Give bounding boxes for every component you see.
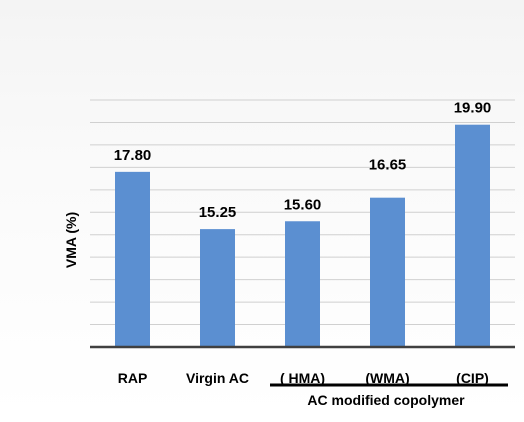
bar — [200, 229, 235, 347]
data-label: 15.60 — [284, 196, 322, 213]
category-labels: RAP Virgin AC ( HMA) (WMA) (CIP) — [118, 370, 489, 386]
bar — [285, 221, 320, 347]
data-label: 16.65 — [369, 157, 407, 174]
value-labels: 17.80 15.25 15.60 16.65 19.90 — [114, 100, 492, 221]
x-tick-label: (CIP) — [456, 370, 489, 386]
x-tick-label: (WMA) — [365, 370, 409, 386]
group-label: AC modified copolymer — [307, 392, 465, 408]
data-label: 15.25 — [199, 204, 237, 221]
x-tick-label: RAP — [118, 370, 148, 386]
bar — [370, 197, 405, 347]
data-label: 19.90 — [454, 100, 492, 117]
data-label: 17.80 — [114, 147, 152, 164]
bar — [115, 171, 150, 347]
bars — [115, 124, 490, 347]
x-tick-label: Virgin AC — [186, 370, 249, 386]
x-tick-label: ( HMA) — [280, 370, 325, 386]
bar — [455, 124, 490, 347]
y-axis-label: VMA (%) — [63, 212, 79, 268]
